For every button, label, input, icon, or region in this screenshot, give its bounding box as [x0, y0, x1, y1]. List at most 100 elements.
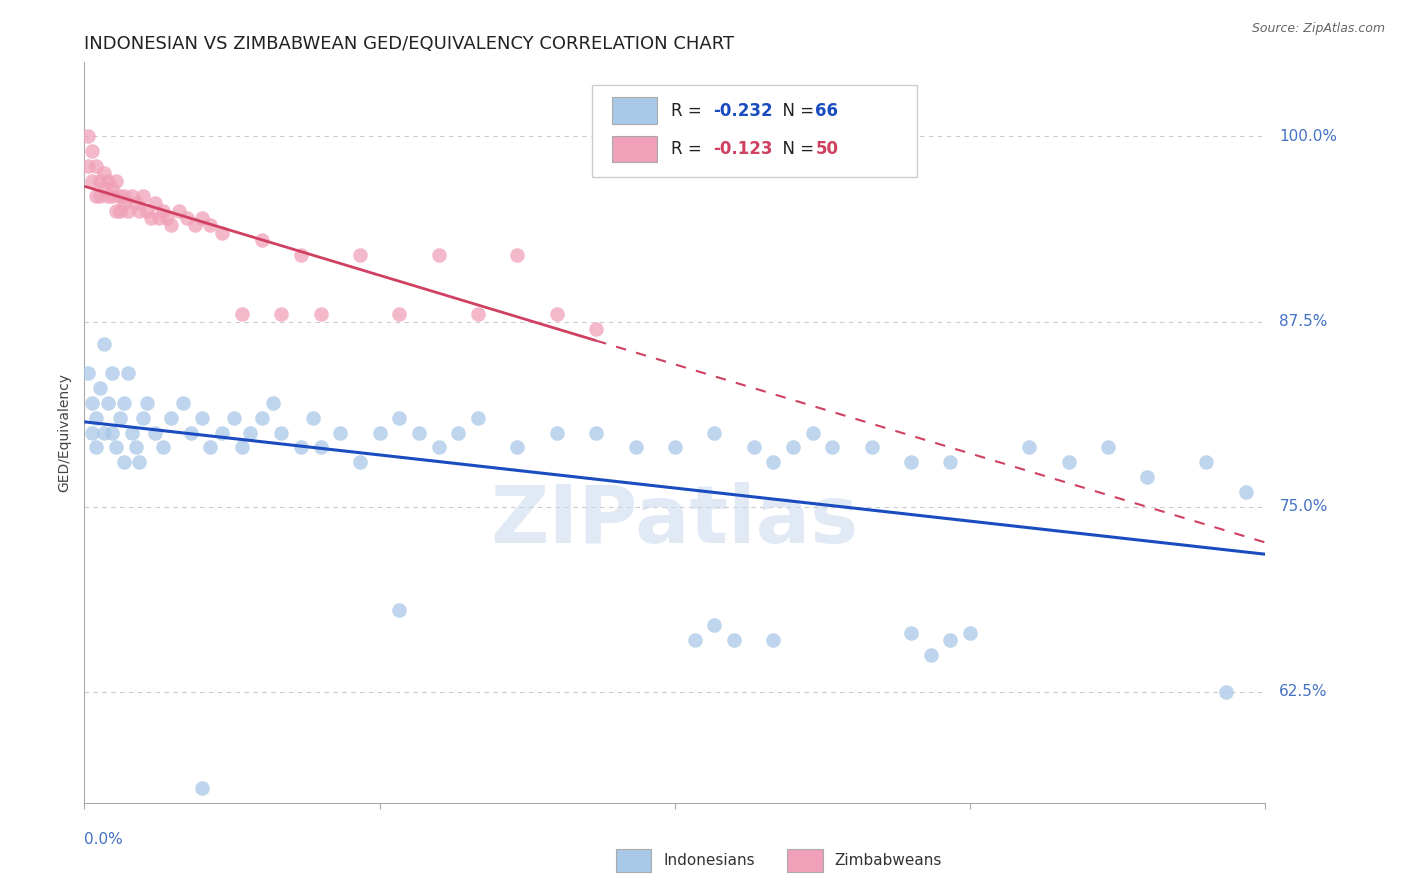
Point — [93, 166, 115, 180]
Point — [97, 396, 120, 410]
Point — [723, 632, 745, 647]
Text: ZIPatlas: ZIPatlas — [491, 483, 859, 560]
Point — [172, 396, 194, 410]
Point — [84, 410, 107, 425]
Point — [84, 159, 107, 173]
Bar — [612, 97, 657, 124]
Point — [349, 248, 371, 262]
Point — [742, 441, 765, 455]
Point — [104, 441, 127, 455]
Text: -0.232: -0.232 — [713, 102, 772, 120]
Point — [132, 410, 155, 425]
Point — [160, 410, 183, 425]
Point — [117, 203, 139, 218]
Point — [191, 211, 214, 225]
Point — [506, 441, 529, 455]
Point — [77, 367, 100, 381]
Point — [546, 425, 568, 440]
Point — [89, 188, 111, 202]
Point — [388, 410, 411, 425]
Point — [84, 441, 107, 455]
Point — [585, 322, 607, 336]
Text: R =: R = — [671, 140, 707, 158]
Point — [104, 203, 127, 218]
Point — [211, 425, 233, 440]
Point — [128, 203, 150, 218]
Point — [89, 381, 111, 395]
Point — [388, 307, 411, 321]
Point — [132, 188, 155, 202]
Point — [1215, 685, 1237, 699]
Point — [239, 425, 262, 440]
Point — [309, 441, 332, 455]
Point — [97, 188, 120, 202]
Point — [1018, 441, 1040, 455]
Point — [136, 203, 159, 218]
Point — [160, 219, 183, 233]
Text: 62.5%: 62.5% — [1279, 684, 1327, 699]
Point — [89, 174, 111, 188]
Point — [860, 441, 883, 455]
Point — [82, 174, 104, 188]
Point — [447, 425, 470, 440]
Point — [108, 410, 131, 425]
Point — [301, 410, 323, 425]
Point — [148, 211, 170, 225]
Point — [108, 203, 131, 218]
Point — [112, 396, 135, 410]
Bar — [612, 136, 657, 162]
Point — [427, 441, 450, 455]
Point — [290, 248, 312, 262]
Point — [506, 248, 529, 262]
Point — [467, 410, 489, 425]
Point — [211, 226, 233, 240]
Point — [200, 219, 222, 233]
Point — [112, 188, 135, 202]
Point — [124, 196, 146, 211]
Point — [143, 196, 166, 211]
Point — [782, 441, 804, 455]
Point — [900, 455, 922, 469]
Point — [231, 307, 253, 321]
Point — [349, 455, 371, 469]
Point — [762, 632, 785, 647]
Point — [309, 307, 332, 321]
Point — [222, 410, 245, 425]
Point — [93, 336, 115, 351]
Point — [270, 307, 292, 321]
Point — [82, 145, 104, 159]
Point — [1136, 470, 1159, 484]
Point — [1234, 484, 1257, 499]
Point — [546, 307, 568, 321]
Point — [101, 188, 124, 202]
Point — [82, 425, 104, 440]
Text: 66: 66 — [815, 102, 838, 120]
Point — [703, 425, 725, 440]
Point — [1097, 441, 1119, 455]
Point — [408, 425, 430, 440]
Text: Zimbabweans: Zimbabweans — [834, 853, 942, 868]
Point — [262, 396, 284, 410]
Point — [191, 410, 214, 425]
Point — [959, 625, 981, 640]
Point — [939, 632, 962, 647]
Point — [97, 174, 120, 188]
Point — [121, 425, 143, 440]
Y-axis label: GED/Equivalency: GED/Equivalency — [58, 373, 72, 492]
Text: Indonesians: Indonesians — [664, 853, 755, 868]
Text: 87.5%: 87.5% — [1279, 314, 1327, 329]
Point — [176, 211, 198, 225]
Point — [900, 625, 922, 640]
Point — [93, 181, 115, 195]
Point — [231, 441, 253, 455]
Bar — [787, 849, 823, 871]
Point — [388, 603, 411, 617]
Text: N =: N = — [772, 102, 820, 120]
Point — [152, 203, 174, 218]
Point — [82, 396, 104, 410]
Point — [84, 188, 107, 202]
Point — [467, 307, 489, 321]
Point — [104, 174, 127, 188]
Point — [112, 455, 135, 469]
Text: -0.123: -0.123 — [713, 140, 772, 158]
